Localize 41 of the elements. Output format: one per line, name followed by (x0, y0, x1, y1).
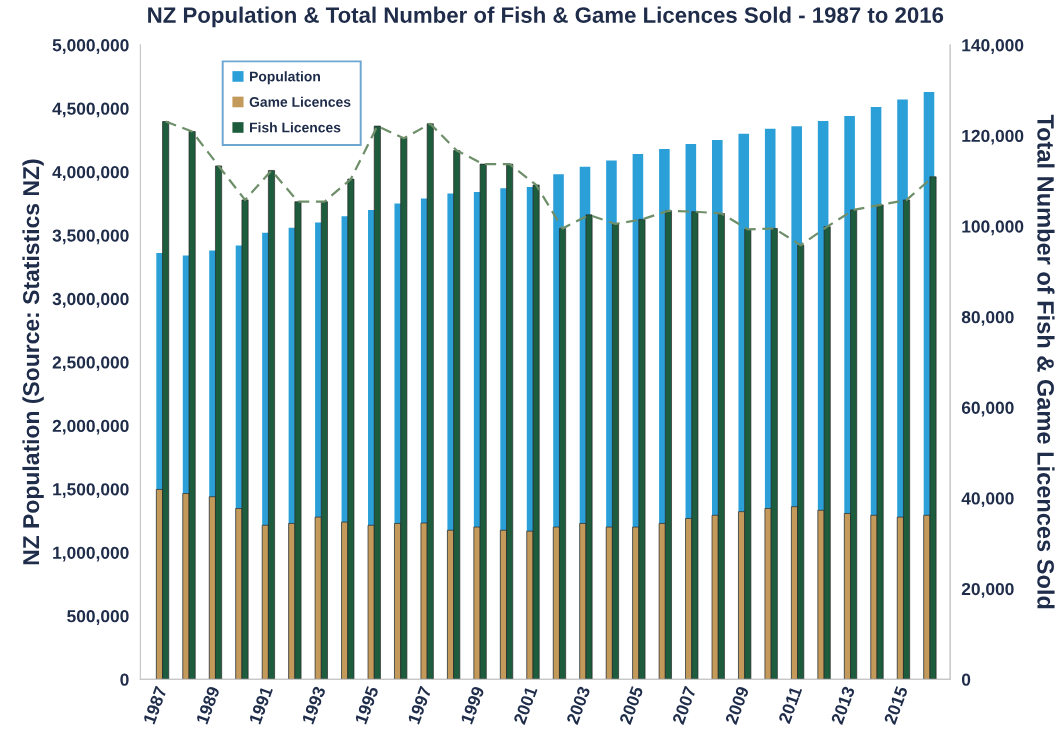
y2-tick-label: 60,000 (961, 401, 1014, 417)
y-tick-label: 3,000,000 (52, 292, 129, 308)
y-tick-label: 1,500,000 (53, 483, 129, 498)
y2-axis-title: Total Number of Fish & Game Licences Sold (1037, 114, 1055, 609)
y2-tick-label: 0 (961, 673, 971, 686)
y2-tick-label: 80,000 (961, 310, 1014, 326)
legend-label: Population (250, 71, 320, 85)
legend-label: Fish Licences (250, 122, 341, 133)
x-tick-label: 2001 (513, 685, 538, 725)
y-tick-label: 5,000,000 (52, 39, 129, 54)
x-tick-label: 1991 (248, 685, 273, 725)
x-tick-label: 2007 (671, 685, 697, 725)
x-tick-label: 1999 (460, 685, 485, 725)
x-tick-label: 1997 (407, 685, 432, 725)
line-series (164, 120, 935, 247)
y2-tick-label: 100,000 (962, 220, 1024, 236)
x-tick-label: 2011 (778, 685, 803, 725)
x-tick-label: 1987 (142, 685, 168, 725)
x-tick-label: 2005 (619, 685, 644, 725)
legend-label: Game Licences (249, 96, 351, 107)
y2-tick-label: 20,000 (961, 582, 1014, 598)
x-tick-label: 2015 (883, 685, 909, 725)
x-tick-label: 2003 (566, 685, 591, 725)
x-tick-label: 2013 (830, 685, 856, 725)
y-tick-label: 1,000,000 (53, 546, 129, 562)
y-axis-title: NZ Population (Source: Statistics NZ) (22, 159, 44, 565)
y-tick-label: 2,500,000 (52, 356, 129, 372)
x-tick-label: 1993 (301, 685, 326, 725)
y-tick-label: 4,500,000 (52, 102, 129, 118)
y2-tick-label: 120,000 (962, 129, 1024, 145)
y-tick-label: 0 (120, 673, 129, 686)
chart-title: NZ Population & Total Number of Fish & Game Licences Sold - 1987 to 2016 (148, 6, 944, 28)
x-tick-label: 1995 (354, 685, 379, 725)
x-tick-label: 1989 (195, 685, 221, 725)
y2-tick-label: 40,000 (961, 492, 1014, 508)
x-tick-label: 2009 (724, 685, 750, 725)
y-tick-label: 4,000,000 (52, 165, 129, 181)
y-tick-label: 3,500,000 (52, 229, 129, 245)
y-tick-label: 500,000 (67, 610, 129, 625)
y2-tick-label: 140,000 (962, 39, 1024, 54)
y-tick-label: 2,000,000 (52, 419, 129, 435)
